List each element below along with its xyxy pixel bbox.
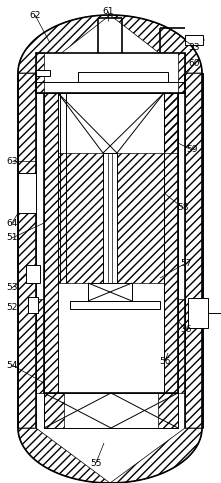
Bar [78, 72, 168, 82]
Text: 54: 54 [6, 360, 18, 369]
Bar [185, 35, 203, 45]
Bar [44, 393, 178, 428]
Bar [36, 70, 50, 76]
Bar [26, 265, 40, 283]
Text: 36: 36 [180, 326, 192, 335]
Text: 57: 57 [180, 258, 192, 268]
Text: 59: 59 [186, 145, 198, 155]
Text: 53: 53 [6, 284, 18, 293]
Text: 60: 60 [188, 58, 200, 68]
Bar [188, 298, 208, 328]
Text: 63: 63 [6, 156, 18, 166]
Text: 62: 62 [29, 11, 41, 19]
Bar [70, 301, 160, 309]
Bar [18, 173, 36, 213]
Text: 33: 33 [188, 43, 200, 52]
Bar [28, 297, 38, 313]
Text: 58: 58 [177, 203, 189, 213]
Text: 52: 52 [6, 303, 18, 313]
Bar [103, 153, 117, 283]
Text: 64: 64 [6, 218, 18, 227]
Text: 61: 61 [102, 6, 114, 15]
Text: 55: 55 [90, 458, 102, 468]
Polygon shape [18, 15, 202, 483]
Bar [36, 53, 185, 93]
Text: 56: 56 [159, 356, 171, 366]
Text: 51: 51 [6, 233, 18, 242]
Bar [88, 283, 132, 301]
Bar [44, 93, 178, 393]
